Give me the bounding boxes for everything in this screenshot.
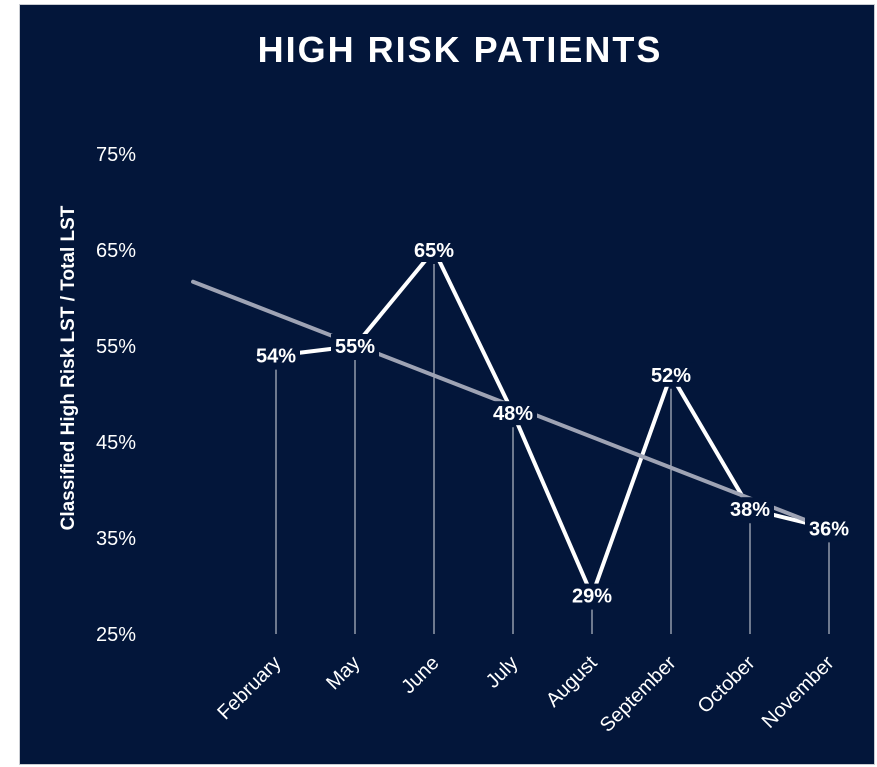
x-tick-label: June [397, 652, 443, 698]
series-line [275, 248, 830, 598]
y-tick-label: 75% [96, 144, 136, 166]
data-label: 55% [335, 336, 375, 358]
x-tick-label: February [213, 652, 285, 724]
data-labels: 54% 55% 65% 48% 29% 52% 38% 36% [252, 238, 853, 608]
x-tick-label: November [758, 652, 839, 733]
data-label-bg [647, 362, 695, 387]
series-line-group [275, 248, 830, 598]
y-tick-label: 25% [96, 624, 136, 646]
x-tick-label: October [694, 652, 760, 718]
data-label: 38% [730, 499, 770, 521]
y-tick-label: 55% [96, 336, 136, 358]
data-label: 29% [572, 586, 612, 608]
data-label: 36% [809, 518, 849, 540]
data-label: 48% [493, 403, 533, 425]
y-tick-label: 65% [96, 240, 136, 262]
data-label-bg [726, 497, 774, 522]
chart-panel [19, 4, 875, 765]
data-label: 52% [651, 365, 691, 387]
y-axis: 25% 35% 45% 55% 65% 75% [96, 144, 136, 646]
y-axis-label: Classified High Risk LST / Total LST [58, 205, 79, 530]
data-label: 54% [256, 346, 296, 368]
y-tick-label: 35% [96, 528, 136, 550]
data-label-bg [489, 401, 537, 426]
x-tick-label: May [322, 652, 364, 694]
x-tick-label: July [482, 652, 523, 693]
data-label-bg [331, 334, 379, 358]
x-tick-label: August [542, 652, 602, 712]
data-label-bg [252, 343, 300, 368]
x-tick-label: September [596, 652, 681, 737]
chart-title: HIGH RISK PATIENTS [258, 29, 663, 70]
data-label: 65% [414, 240, 454, 262]
data-label-bg [805, 516, 853, 541]
data-label-bg [568, 583, 616, 608]
drop-lines [275, 264, 830, 634]
data-label-bg [410, 238, 458, 262]
y-tick-label: 45% [96, 432, 136, 454]
